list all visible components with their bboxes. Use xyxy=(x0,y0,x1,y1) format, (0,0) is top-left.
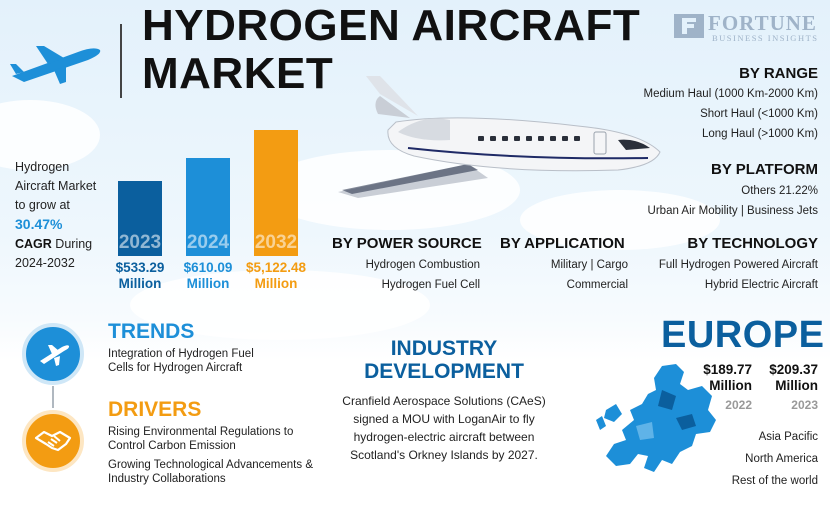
handshake-icon xyxy=(34,430,72,452)
europe-year-2023: 2023 xyxy=(791,398,818,412)
technology-item: Hybrid Electric Aircraft xyxy=(704,279,818,291)
range-heading: BY RANGE xyxy=(739,65,818,82)
europe-value-amount: $209.37 xyxy=(769,362,818,377)
application-item: Military | Cargo xyxy=(550,259,628,271)
europe-value-2022: $189.77 Million xyxy=(690,362,752,394)
drivers-circle xyxy=(22,410,84,472)
platform-others: Others 21.22% xyxy=(741,185,818,197)
drivers-heading: DRIVERS xyxy=(108,398,202,421)
cloud xyxy=(130,270,430,340)
trends-text: Integration of Hydrogen Fuel Cells for H… xyxy=(108,348,254,374)
bar-year-label: 2032 xyxy=(254,232,298,253)
bar-year-label: 2023 xyxy=(118,232,162,253)
brand-name: FORTUNE xyxy=(708,11,817,35)
europe-value-unit: Million xyxy=(709,378,752,393)
power-source-heading: BY POWER SOURCE xyxy=(332,235,482,252)
cagr-value: 30.47% xyxy=(15,216,63,232)
europe-value-unit: Million xyxy=(775,378,818,393)
bar-value-unit: Million xyxy=(254,276,298,291)
power-source-item: Hydrogen Combustion xyxy=(365,259,480,271)
europe-value-amount: $189.77 xyxy=(703,362,752,377)
europe-value-2023: $209.37 Million xyxy=(756,362,818,394)
power-source-list: Hydrogen Combustion Hydrogen Fuel Cell xyxy=(320,255,480,295)
bar-2023 xyxy=(118,181,162,256)
technology-heading: BY TECHNOLOGY xyxy=(687,235,818,252)
trends-circle xyxy=(22,323,84,385)
page-title: HYDROGEN AIRCRAFT xyxy=(142,1,641,50)
cagr-label: CAGR xyxy=(15,237,52,251)
industry-heading-line1: INDUSTRY xyxy=(390,337,498,360)
bar-year-label: 2024 xyxy=(186,232,230,253)
bar-value-amount: $610.09 xyxy=(183,260,233,275)
driver-item: Rising Environmental Regulations to Cont… xyxy=(108,426,294,452)
range-item: Short Haul (<1000 Km) xyxy=(700,108,818,120)
bar-2032 xyxy=(254,130,298,256)
airplane-icon xyxy=(40,345,70,366)
bar-value-amount: $5,122.48 xyxy=(245,260,307,275)
bar-value-label: $5,122.48 Million xyxy=(240,260,312,292)
bar-value-label: $533.29 Million xyxy=(104,260,176,292)
region-asia-pacific: Asia Pacific xyxy=(758,431,818,443)
brand-logo-icon xyxy=(674,14,704,38)
range-list: Medium Haul (1000 Km-2000 Km) Short Haul… xyxy=(560,84,819,144)
europe-heading: EUROPE xyxy=(661,314,825,356)
technology-item: Full Hydrogen Powered Aircraft xyxy=(658,259,818,271)
application-item: Commercial xyxy=(566,279,628,291)
europe-map-icon xyxy=(596,364,716,472)
cloud xyxy=(520,190,720,250)
business-jet-illustration xyxy=(338,76,661,198)
connector-line xyxy=(52,386,54,408)
industry-development-heading: INDUSTRY DEVELOPMENT xyxy=(338,337,550,383)
driver-item: Growing Technological Advancements & Ind… xyxy=(108,459,313,485)
growth-intro: Hydrogen Aircraft Market to grow at xyxy=(15,160,97,212)
region-rest-of-world: Rest of the world xyxy=(731,475,818,487)
trends-heading: TRENDS xyxy=(108,320,195,343)
bar-2024 xyxy=(186,158,230,256)
bar-value-unit: Million xyxy=(118,276,162,291)
range-item: Long Haul (>1000 Km) xyxy=(701,128,818,140)
title-divider xyxy=(120,24,122,98)
cagr-period: During 2024-2032 xyxy=(15,237,93,270)
platform-heading: BY PLATFORM xyxy=(711,161,818,178)
power-source-item: Hydrogen Fuel Cell xyxy=(381,279,480,291)
growth-summary: Hydrogen Aircraft Market to grow at 30.4… xyxy=(15,158,107,273)
platform-types: Urban Air Mobility | Business Jets xyxy=(647,205,818,217)
bar-value-label: $610.09 Million xyxy=(172,260,244,292)
bar-value-unit: Million xyxy=(186,276,230,291)
technology-list: Full Hydrogen Powered Aircraft Hybrid El… xyxy=(620,255,818,295)
page-title-line2: MARKET xyxy=(142,49,334,98)
industry-development-text: Cranfield Aerospace Solutions (CAeS) sig… xyxy=(342,394,546,462)
industry-heading-line2: DEVELOPMENT xyxy=(364,360,524,383)
application-heading: BY APPLICATION xyxy=(500,235,625,252)
small-plane-icon xyxy=(10,46,101,84)
range-item: Medium Haul (1000 Km-2000 Km) xyxy=(643,88,819,100)
bar-value-amount: $533.29 xyxy=(115,260,165,275)
region-north-america: North America xyxy=(745,453,818,465)
brand-subtitle: BUSINESS INSIGHTS xyxy=(712,33,819,43)
application-list: Military | Cargo Commercial xyxy=(500,255,628,295)
europe-year-2022: 2022 xyxy=(725,398,752,412)
market-size-bar-chart xyxy=(118,130,298,256)
